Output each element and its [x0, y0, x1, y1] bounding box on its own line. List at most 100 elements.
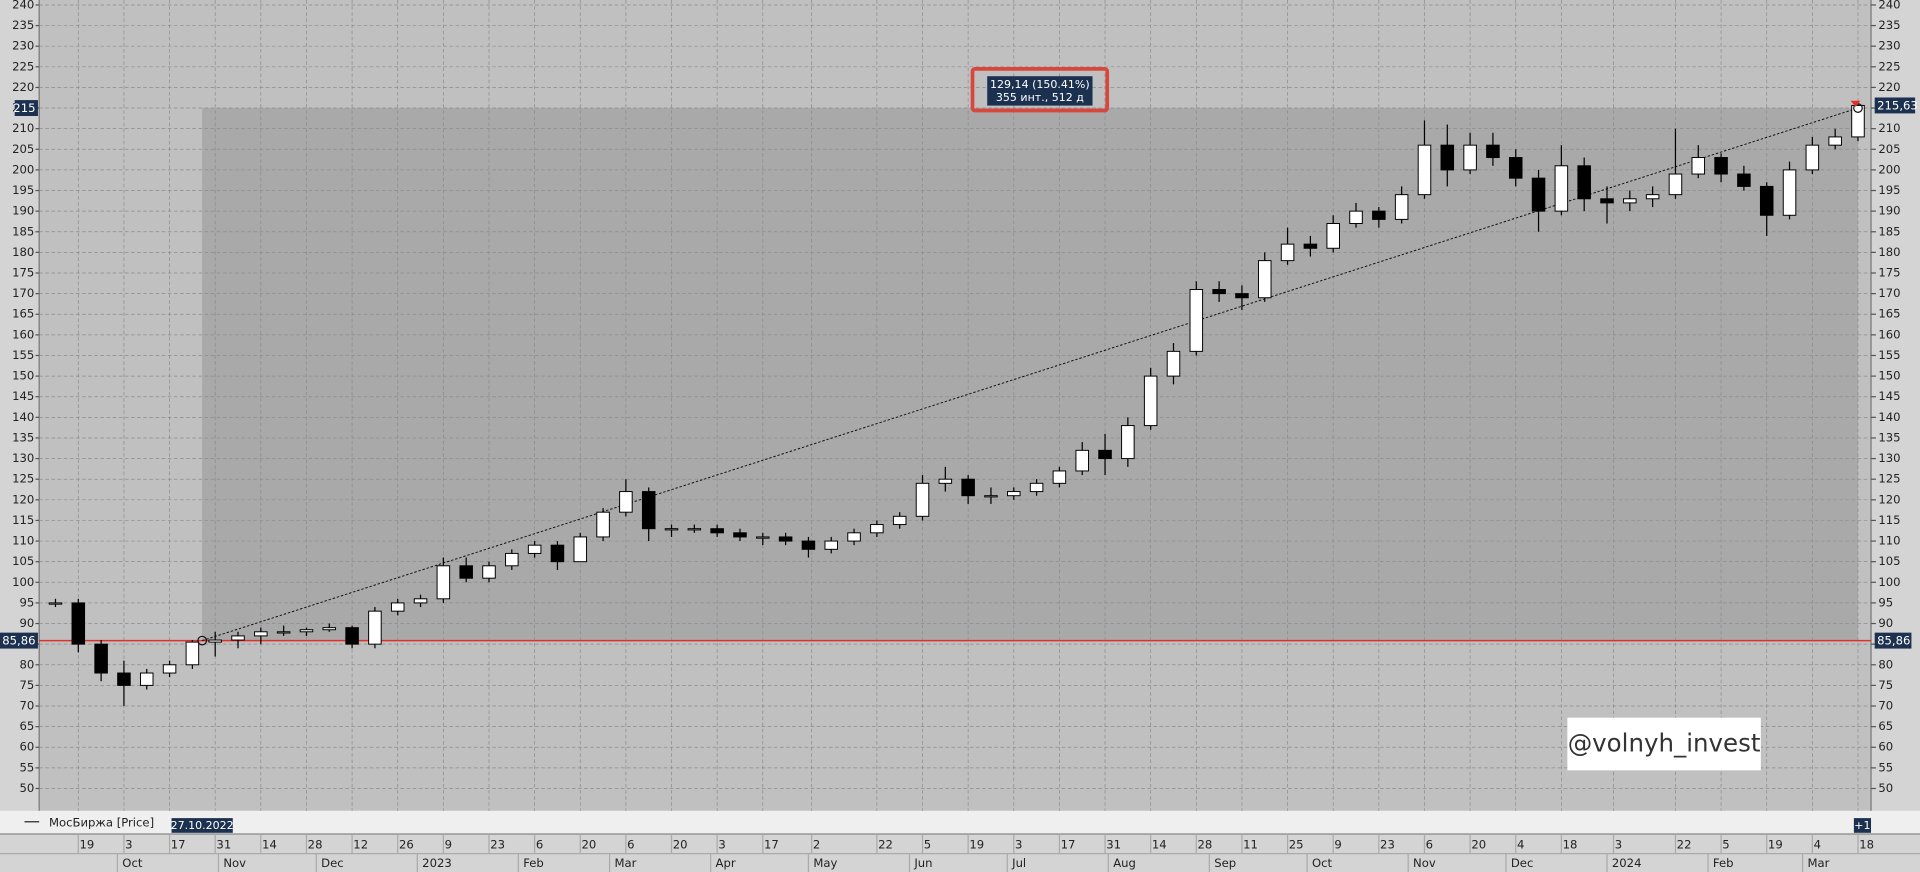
y-tick-label: 195: [1878, 183, 1900, 197]
y-tick-label: 60: [19, 740, 34, 754]
y-tick-label: 225: [1878, 59, 1900, 73]
x-tick-label: 20: [581, 838, 596, 852]
y-tick-label: 120: [1878, 492, 1900, 506]
x-tick-label: 5: [1722, 838, 1729, 852]
y-tick-label: 145: [12, 389, 34, 403]
candle-body: [1303, 243, 1318, 249]
month-label: Jun: [913, 856, 932, 870]
candle-body: [1805, 144, 1820, 171]
candle-body: [915, 482, 930, 517]
y-tick-label: 135: [1878, 430, 1900, 444]
candle-body: [208, 639, 222, 643]
y-tick-label: 65: [1878, 719, 1893, 733]
measure-point: [197, 635, 208, 646]
candle-body: [1851, 104, 1865, 138]
y-tick-label: 145: [1878, 389, 1900, 403]
candle-body: [1691, 157, 1706, 175]
candle-body: [550, 544, 565, 563]
x-tick-label: 26: [399, 838, 414, 852]
candle-body: [1782, 169, 1797, 216]
candle-body: [1554, 165, 1569, 212]
y-tick-label: 155: [12, 348, 34, 362]
x-tick-label: 4: [1517, 838, 1524, 852]
legend-row: [0, 810, 1920, 835]
y-tick-label: 75: [19, 678, 34, 692]
candle-body: [961, 478, 975, 497]
y-tick-label: 55: [1878, 760, 1893, 774]
month-label: Nov: [223, 856, 246, 870]
y-tick-label: 135: [12, 430, 34, 444]
candle-body: [619, 491, 633, 513]
candle-body: [185, 641, 200, 666]
candle-body: [505, 552, 519, 567]
candle-body: [778, 536, 793, 542]
candle-body: [368, 610, 382, 645]
candle-body: [710, 528, 724, 534]
more-box: [1853, 818, 1872, 833]
y-tick-label: 195: [12, 183, 34, 197]
annotation-box: [987, 76, 1093, 106]
y-tick-label: 175: [1878, 266, 1900, 280]
y-tick-label: 170: [1878, 286, 1900, 300]
candle-body: [139, 672, 154, 686]
x-tick-label: 12: [353, 838, 368, 852]
candle-body: [1577, 165, 1591, 200]
candle-body: [1121, 425, 1135, 460]
candle-body: [938, 478, 953, 484]
candle-body: [1143, 375, 1158, 427]
x-tick-label: 28: [1198, 838, 1213, 852]
x-tick-label: 5: [924, 838, 931, 852]
candle-body: [1714, 157, 1728, 175]
y-tick-label: 125: [1878, 472, 1900, 486]
y-tick-label: 130: [1878, 451, 1900, 465]
candle-body: [1007, 491, 1021, 497]
x-tick-label: 20: [673, 838, 688, 852]
y-tick-label: 160: [12, 327, 34, 341]
candle-body: [1440, 144, 1455, 171]
candle-body: [71, 602, 86, 645]
y-tick-label: 110: [12, 534, 34, 548]
candle-body: [1623, 198, 1637, 204]
end-marker: [1850, 100, 1861, 107]
x-tick-label: 3: [125, 838, 132, 852]
x-tick-label: 3: [718, 838, 725, 852]
candle-body: [1531, 177, 1546, 212]
candle-body: [1052, 470, 1067, 484]
y-tick-label: 175: [12, 266, 34, 280]
y-tick-label: 210: [1878, 121, 1900, 135]
candle-body: [641, 491, 656, 530]
x-tick-label: 6: [1426, 838, 1433, 852]
candle-body: [254, 631, 268, 637]
month-label: Jul: [1011, 856, 1026, 870]
month-label: Oct: [122, 856, 143, 870]
start-date-label: 27.10.2022: [171, 819, 234, 832]
month-label: May: [813, 856, 837, 870]
x-tick-label: 3: [1615, 838, 1622, 852]
y-tick-label: 115: [1878, 513, 1900, 527]
y-tick-label: 80: [1878, 657, 1893, 671]
month-label: Mar: [614, 856, 636, 870]
month-label: 2023: [422, 856, 452, 870]
candle-body: [390, 602, 405, 612]
y-tick-label: 75: [1878, 678, 1893, 692]
y-tick-label: 150: [12, 369, 34, 383]
candle-body: [573, 536, 588, 563]
candle-body: [117, 672, 131, 686]
candle-body: [322, 627, 337, 631]
more-label: +1: [1854, 819, 1870, 832]
candle-body: [984, 495, 998, 498]
y-tick-label: 170: [12, 286, 34, 300]
y-tick-label: 125: [12, 472, 34, 486]
y-tick-label: 240: [1878, 0, 1900, 11]
x-tick-label: 14: [262, 838, 277, 852]
x-tick-label: 28: [308, 838, 323, 852]
y-tick-label: 90: [19, 616, 34, 630]
y-tick-label: 90: [1878, 616, 1893, 630]
candle-body: [48, 602, 63, 605]
candle-body: [892, 515, 907, 526]
y-tick-label: 55: [19, 760, 34, 774]
y-tick-label: 70: [19, 699, 34, 713]
month-label: Oct: [1312, 856, 1333, 870]
candle-body: [847, 532, 861, 542]
